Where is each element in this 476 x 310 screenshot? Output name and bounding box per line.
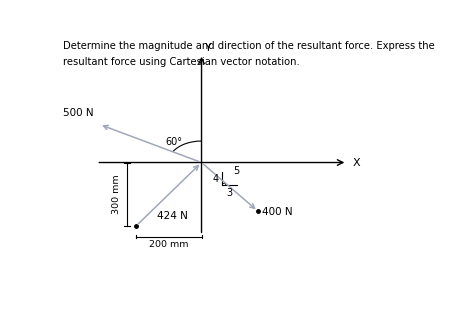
- Text: 424 N: 424 N: [157, 211, 188, 221]
- Text: Determine the magnitude and direction of the resultant force. Express the: Determine the magnitude and direction of…: [63, 41, 435, 51]
- Text: Y: Y: [205, 43, 212, 53]
- Text: 200 mm: 200 mm: [149, 240, 188, 249]
- Text: X: X: [353, 157, 360, 167]
- Text: 5: 5: [233, 166, 239, 176]
- Text: resultant force using Cartesian vector notation.: resultant force using Cartesian vector n…: [63, 57, 300, 68]
- Text: 500 N: 500 N: [63, 108, 94, 118]
- Text: 4: 4: [213, 174, 219, 184]
- Text: 400 N: 400 N: [262, 207, 293, 217]
- Text: 300 mm: 300 mm: [112, 174, 121, 214]
- Text: 3: 3: [226, 188, 232, 198]
- Text: 60°: 60°: [165, 137, 182, 147]
